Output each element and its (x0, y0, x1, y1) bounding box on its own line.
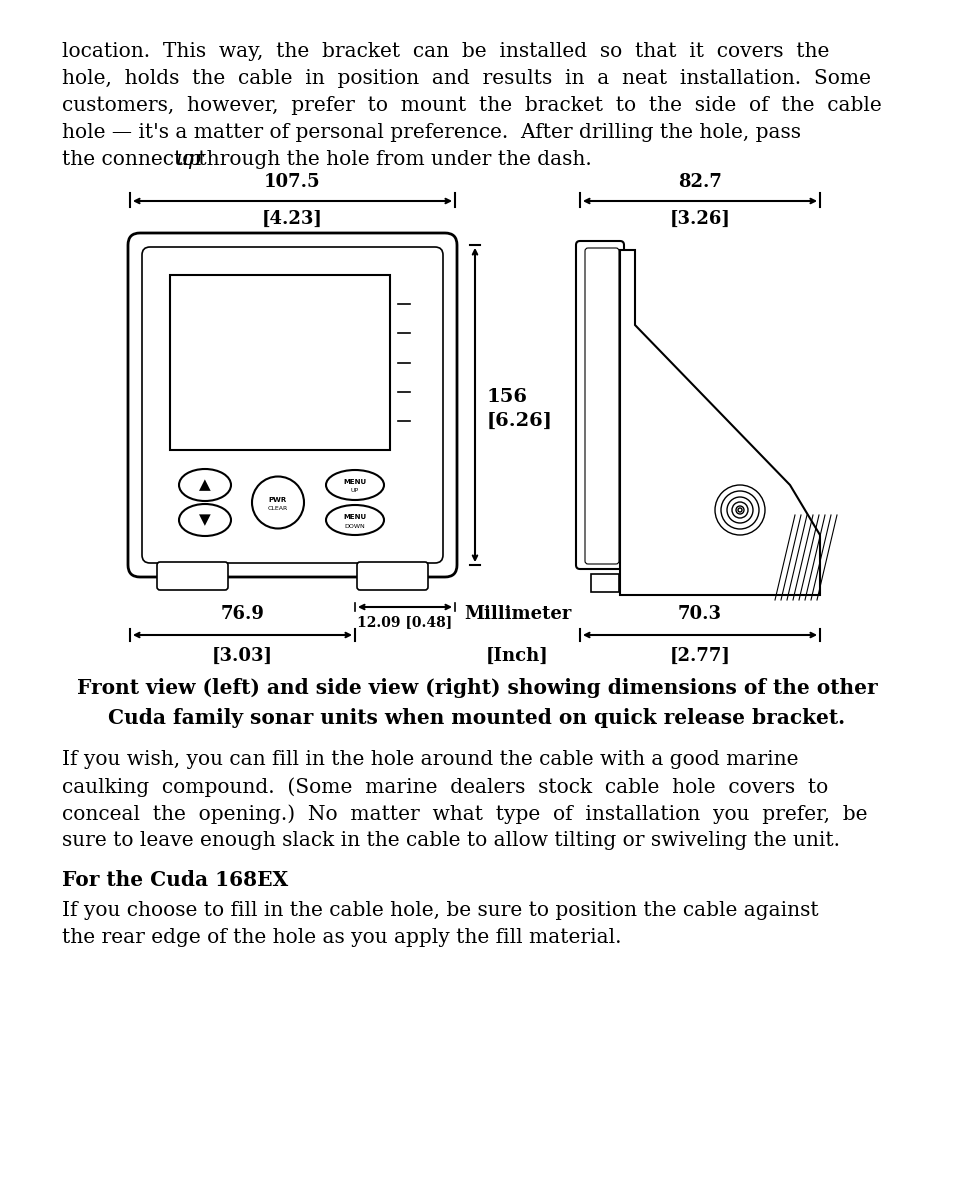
Text: [3.03]: [3.03] (212, 647, 273, 665)
FancyBboxPatch shape (576, 241, 623, 570)
Text: ▼: ▼ (199, 512, 211, 528)
Text: ▲: ▲ (199, 477, 211, 493)
Text: UP: UP (351, 488, 358, 494)
Text: [2.77]: [2.77] (669, 647, 730, 665)
Text: the rear edge of the hole as you apply the fill material.: the rear edge of the hole as you apply t… (62, 928, 620, 947)
Text: conceal  the  opening.)  No  matter  what  type  of  installation  you  prefer, : conceal the opening.) No matter what typ… (62, 805, 866, 824)
Text: location.  This  way,  the  bracket  can  be  installed  so  that  it  covers  t: location. This way, the bracket can be i… (62, 42, 828, 61)
Bar (170, 275, 390, 450)
Text: Cuda family sonar units when mounted on quick release bracket.: Cuda family sonar units when mounted on … (109, 707, 844, 728)
Text: 76.9: 76.9 (220, 605, 264, 623)
Text: customers,  however,  prefer  to  mount  the  bracket  to  the  side  of  the  c: customers, however, prefer to mount the … (62, 96, 881, 115)
Text: [3.26]: [3.26] (669, 210, 730, 228)
FancyBboxPatch shape (142, 247, 442, 564)
Text: MENU: MENU (343, 514, 366, 520)
Ellipse shape (179, 469, 231, 501)
Text: If you wish, you can fill in the hole around the cable with a good marine: If you wish, you can fill in the hole ar… (62, 751, 798, 769)
FancyBboxPatch shape (356, 562, 428, 590)
FancyBboxPatch shape (157, 562, 228, 590)
Text: CLEAR: CLEAR (268, 506, 288, 511)
Text: If you choose to fill in the cable hole, be sure to position the cable against: If you choose to fill in the cable hole,… (62, 900, 818, 920)
Text: the connector: the connector (62, 150, 211, 169)
Text: 107.5: 107.5 (264, 173, 320, 191)
Text: [Inch]: [Inch] (486, 647, 548, 665)
Text: 156: 156 (486, 388, 527, 406)
FancyBboxPatch shape (584, 248, 618, 564)
Text: PWR: PWR (269, 496, 287, 502)
Text: through the hole from under the dash.: through the hole from under the dash. (192, 150, 591, 169)
Text: [6.26]: [6.26] (486, 412, 553, 430)
Ellipse shape (179, 504, 231, 536)
FancyBboxPatch shape (128, 233, 456, 577)
Text: [4.23]: [4.23] (262, 210, 323, 228)
Text: hole — it's a matter of personal preference.  After drilling the hole, pass: hole — it's a matter of personal prefere… (62, 123, 801, 141)
Text: For the Cuda 168EX: For the Cuda 168EX (62, 870, 288, 890)
Text: 12.09 [0.48]: 12.09 [0.48] (357, 615, 452, 629)
Text: Millimeter: Millimeter (463, 605, 571, 623)
Text: MENU: MENU (343, 478, 366, 486)
Circle shape (252, 476, 304, 529)
Bar (590, 574, 618, 592)
Text: caulking  compound.  (Some  marine  dealers  stock  cable  hole  covers  to: caulking compound. (Some marine dealers … (62, 777, 827, 796)
Text: 82.7: 82.7 (678, 173, 721, 191)
Text: up: up (175, 150, 201, 169)
Text: 70.3: 70.3 (678, 605, 721, 623)
Text: sure to leave enough slack in the cable to allow tilting or swiveling the unit.: sure to leave enough slack in the cable … (62, 831, 840, 850)
Polygon shape (619, 251, 820, 595)
Text: hole,  holds  the  cable  in  position  and  results  in  a  neat  installation.: hole, holds the cable in position and re… (62, 70, 870, 88)
Text: DOWN: DOWN (344, 524, 365, 529)
Ellipse shape (326, 470, 384, 500)
Text: Front view (left) and side view (right) showing dimensions of the other: Front view (left) and side view (right) … (76, 677, 877, 698)
Ellipse shape (326, 505, 384, 535)
